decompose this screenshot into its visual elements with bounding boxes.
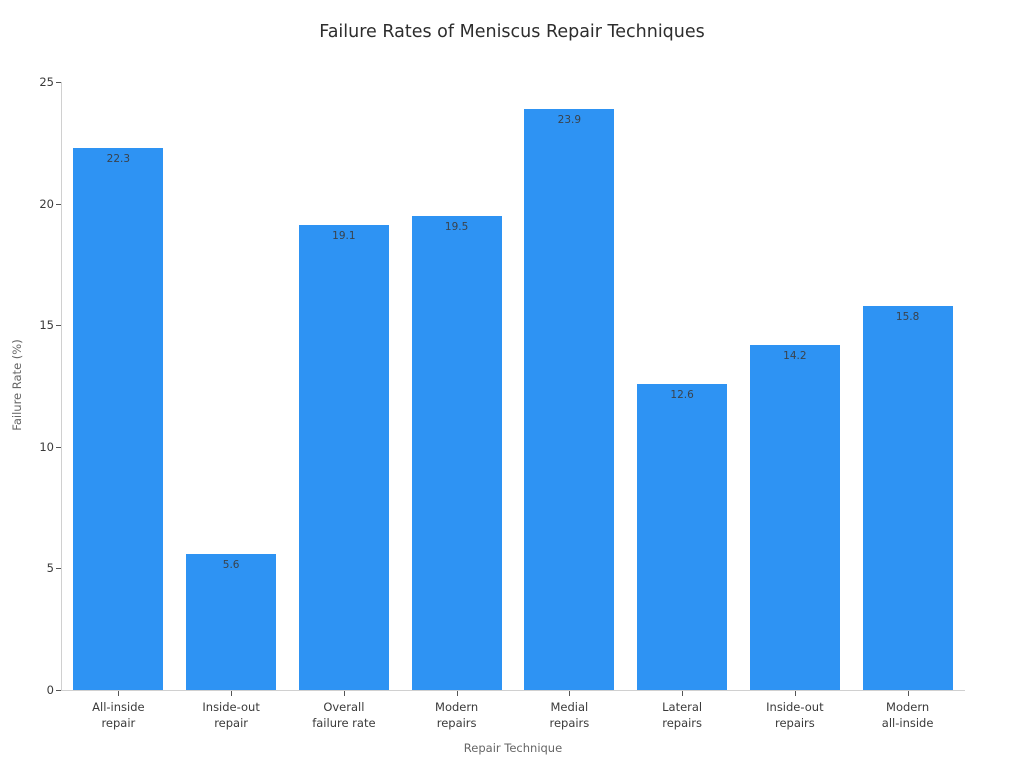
bar [524, 108, 615, 690]
y-axis-spine [61, 82, 62, 691]
bar [73, 147, 164, 690]
bar-value-label: 22.3 [106, 152, 131, 165]
bar [298, 225, 389, 690]
x-axis-spine [61, 690, 965, 691]
x-tick-mark [569, 691, 571, 696]
y-tick-mark [56, 325, 61, 327]
x-axis-label: Repair Technique [463, 741, 563, 755]
x-tick-label: Modern repairs [435, 700, 479, 730]
bar-value-label: 19.1 [332, 230, 356, 243]
x-tick-mark [118, 691, 120, 696]
y-tick-mark [56, 568, 61, 570]
bar-value-label: 19.5 [444, 220, 469, 233]
y-tick-mark [56, 203, 61, 205]
bar-value-label: 23.9 [557, 113, 582, 126]
x-tick-label: All-inside repair [92, 700, 145, 730]
y-axis-label: Failure Rate (%) [10, 339, 24, 431]
y-tick-label: 20 [39, 196, 54, 211]
x-tick-mark [794, 691, 796, 696]
y-tick-label: 5 [46, 561, 54, 576]
chart-title: Failure Rates of Meniscus Repair Techniq… [319, 22, 705, 42]
x-tick-mark [231, 691, 233, 696]
x-tick-mark [343, 691, 345, 696]
y-tick-mark [56, 690, 61, 691]
bar [749, 344, 840, 690]
bar-value-label: 12.6 [670, 388, 694, 401]
x-tick-label: Lateral repairs [662, 700, 703, 730]
x-tick-label: Inside-out repairs [766, 700, 824, 730]
bar-value-label: 5.6 [222, 558, 240, 571]
bar-value-label: 15.8 [895, 310, 920, 323]
bar-value-label: 14.2 [783, 349, 807, 362]
y-tick-label: 15 [39, 318, 54, 333]
x-tick-mark [907, 691, 909, 696]
x-tick-label: Modern all-inside [881, 700, 934, 730]
x-tick-mark [456, 691, 458, 696]
y-tick-label: 0 [46, 683, 54, 697]
x-tick-mark [682, 691, 684, 696]
bar [637, 383, 728, 690]
bar [186, 553, 277, 690]
bar [411, 215, 502, 690]
y-tick-label: 25 [39, 75, 54, 89]
bar [862, 305, 953, 690]
y-tick-mark [56, 446, 61, 448]
y-tick-label: 10 [39, 439, 54, 454]
x-tick-label: Overall failure rate [312, 700, 376, 730]
x-tick-label: Medial repairs [549, 700, 590, 730]
x-tick-label: Inside-out repair [202, 700, 260, 730]
y-tick-mark [56, 82, 61, 83]
